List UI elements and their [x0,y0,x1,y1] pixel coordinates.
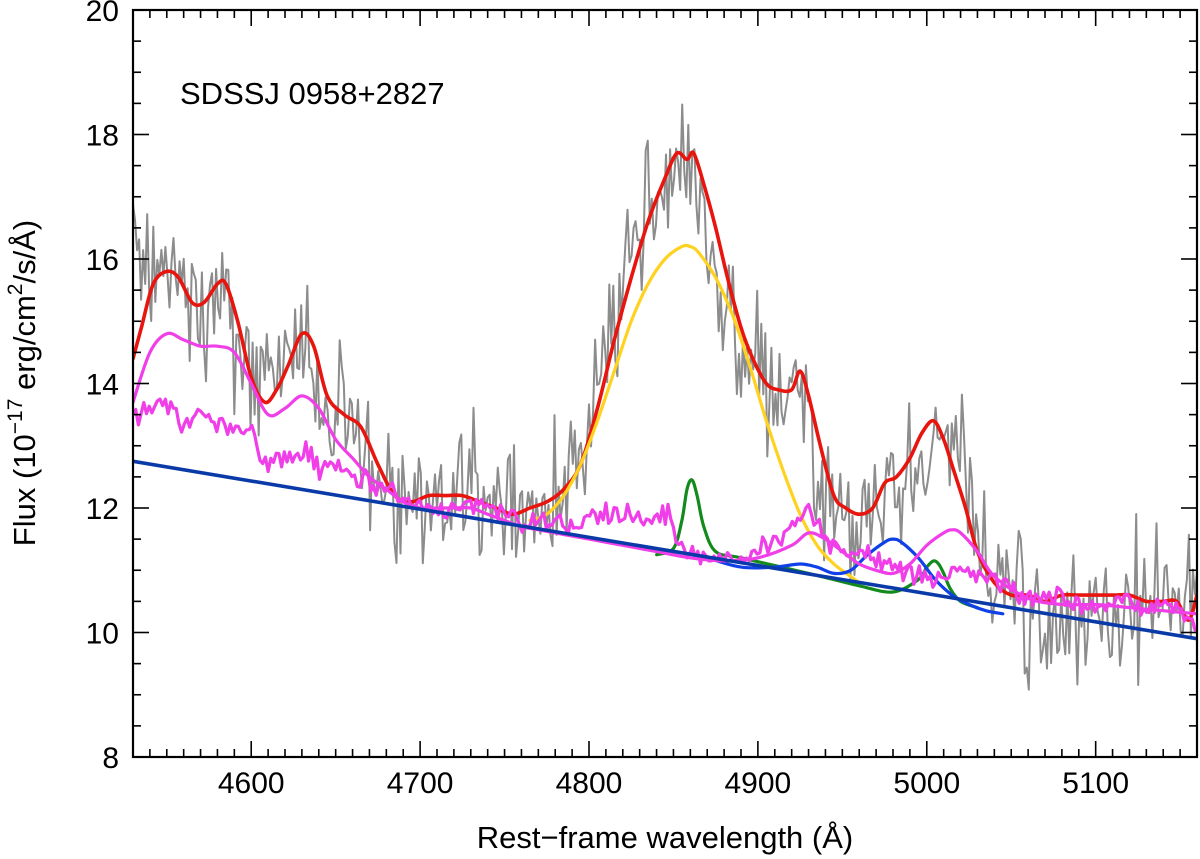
y-tick-label: 10 [86,618,119,651]
x-tick-label: 5100 [1062,767,1129,800]
y-axis-title-suffix: /s/Å) [7,220,42,284]
x-tick-label: 4700 [387,767,454,800]
y-tick-label: 20 [86,0,119,28]
y-tick-label: 16 [86,244,119,277]
x-tick-label: 5000 [893,767,960,800]
y-tick-label: 8 [102,742,119,775]
tick-label-layer: 4600 4700 4800 4900 5000 5100 8 10 12 14 16 18 20 [86,0,1129,800]
tick-layer [133,10,1197,757]
series-power-law-continuum [133,459,1197,641]
plot-frame [131,8,1199,759]
series-total-fit [133,150,1197,622]
series-residual [133,397,1197,632]
y-axis-title-exp1: −17 [4,399,27,435]
y-tick-label: 14 [86,369,119,402]
y-tick-label: 18 [86,120,119,153]
x-tick-label: 4600 [218,767,285,800]
object-name-annotation: SDSSJ 0958+2827 [180,76,445,111]
x-tick-label: 4800 [556,767,623,800]
y-axis-title-prefix: Flux (10 [7,434,42,546]
x-axis-title: Rest−frame wavelength (Å) [477,820,853,855]
series-layer [133,103,1197,691]
y-axis-title-mid: erg/cm [7,295,42,398]
y-axis-title-exp2: 2 [4,284,27,296]
y-tick-label: 12 [86,493,119,526]
y-axis-title: Flux (10−17 erg/cm2/s/Å) [4,220,42,546]
x-tick-label: 4900 [725,767,792,800]
